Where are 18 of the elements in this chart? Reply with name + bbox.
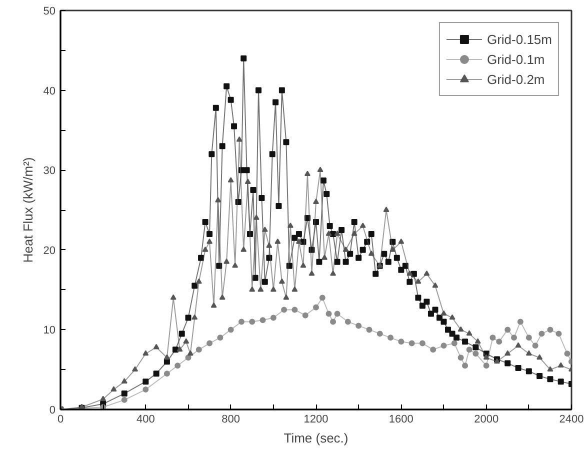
y-tick-label: 30 <box>43 165 56 178</box>
x-tick-label: 2000 <box>474 414 499 426</box>
y-tick-label: 50 <box>43 6 56 18</box>
x-tick-label: 1200 <box>304 414 328 426</box>
legend-label: Grid-0.1m <box>486 52 545 66</box>
x-tick-label: 800 <box>222 414 240 426</box>
y-tick-label: 0 <box>49 404 56 416</box>
y-tick-label: 20 <box>43 244 56 257</box>
x-tick-label: 0 <box>57 414 64 426</box>
legend-label: Grid-0.2m <box>486 72 545 86</box>
x-tick-label: 2400 <box>559 414 584 426</box>
y-axis-title: Heat Flux (kW/m²) <box>20 157 36 263</box>
x-tick-label: 400 <box>136 414 155 426</box>
x-tick-label: 1600 <box>388 414 414 426</box>
y-tick-label: 10 <box>43 324 56 337</box>
y-tick-label: 40 <box>43 85 56 98</box>
x-axis-title: Time (sec.) <box>284 430 348 446</box>
legend-label: Grid-0.15m <box>486 32 552 46</box>
